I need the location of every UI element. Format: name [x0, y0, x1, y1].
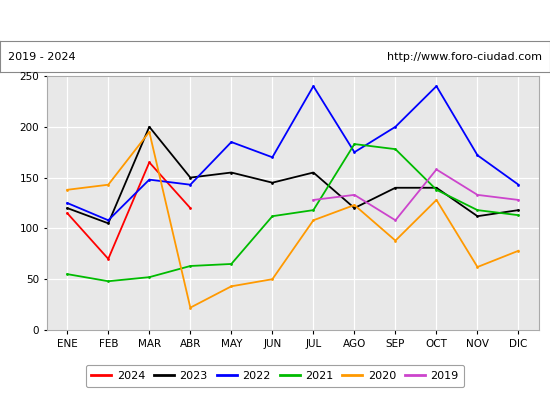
Text: http://www.foro-ciudad.com: http://www.foro-ciudad.com: [387, 52, 542, 62]
Text: 2019 - 2024: 2019 - 2024: [8, 52, 76, 62]
Legend: 2024, 2023, 2022, 2021, 2020, 2019: 2024, 2023, 2022, 2021, 2020, 2019: [86, 365, 464, 387]
Text: Evolucion Nº Turistas Extranjeros en el municipio de Sarral: Evolucion Nº Turistas Extranjeros en el …: [80, 14, 470, 28]
